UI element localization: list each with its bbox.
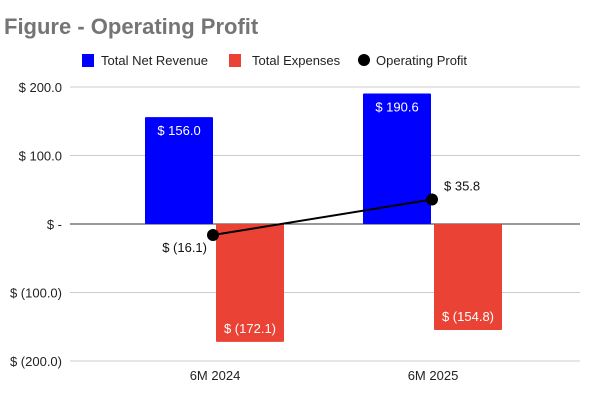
point-0 [207, 229, 219, 242]
data-label-0-1: $ 190.6 [375, 99, 418, 114]
legend-marker-2 [358, 54, 370, 66]
legend-label-2: Operating Profit [376, 53, 467, 68]
chart-title: Figure - Operating Profit [4, 14, 259, 39]
legend-label-0: Total Net Revenue [101, 53, 208, 68]
y-tick-label-2: $ - [47, 217, 62, 232]
point-1 [426, 193, 438, 206]
point-label-0: $ (16.1) [162, 240, 207, 255]
legend-marker-0 [82, 54, 94, 67]
line-operating-profit [212, 198, 433, 237]
bar-0-0 [145, 117, 213, 224]
y-tick-label-3: $ (100.0) [10, 286, 62, 301]
y-tick-label-4: $ (200.0) [10, 354, 62, 369]
y-tick-label-0: $ 200.0 [19, 80, 62, 95]
data-label-1-0: $ (172.1) [224, 321, 276, 336]
point-label-1: $ 35.8 [444, 178, 480, 193]
legend-marker-1 [229, 54, 241, 67]
y-tick-label-1: $ 100.0 [19, 149, 62, 164]
x-tick-label-0: 6M 2024 [190, 368, 241, 383]
x-tick-label-1: 6M 2025 [408, 368, 459, 383]
data-label-1-1: $ (154.8) [442, 309, 494, 324]
legend-label-1: Total Expenses [252, 53, 341, 68]
bar-1-1 [434, 224, 502, 331]
bar-1-0 [216, 224, 284, 342]
data-label-0-0: $ 156.0 [157, 123, 200, 138]
bar-0-1 [363, 93, 431, 225]
